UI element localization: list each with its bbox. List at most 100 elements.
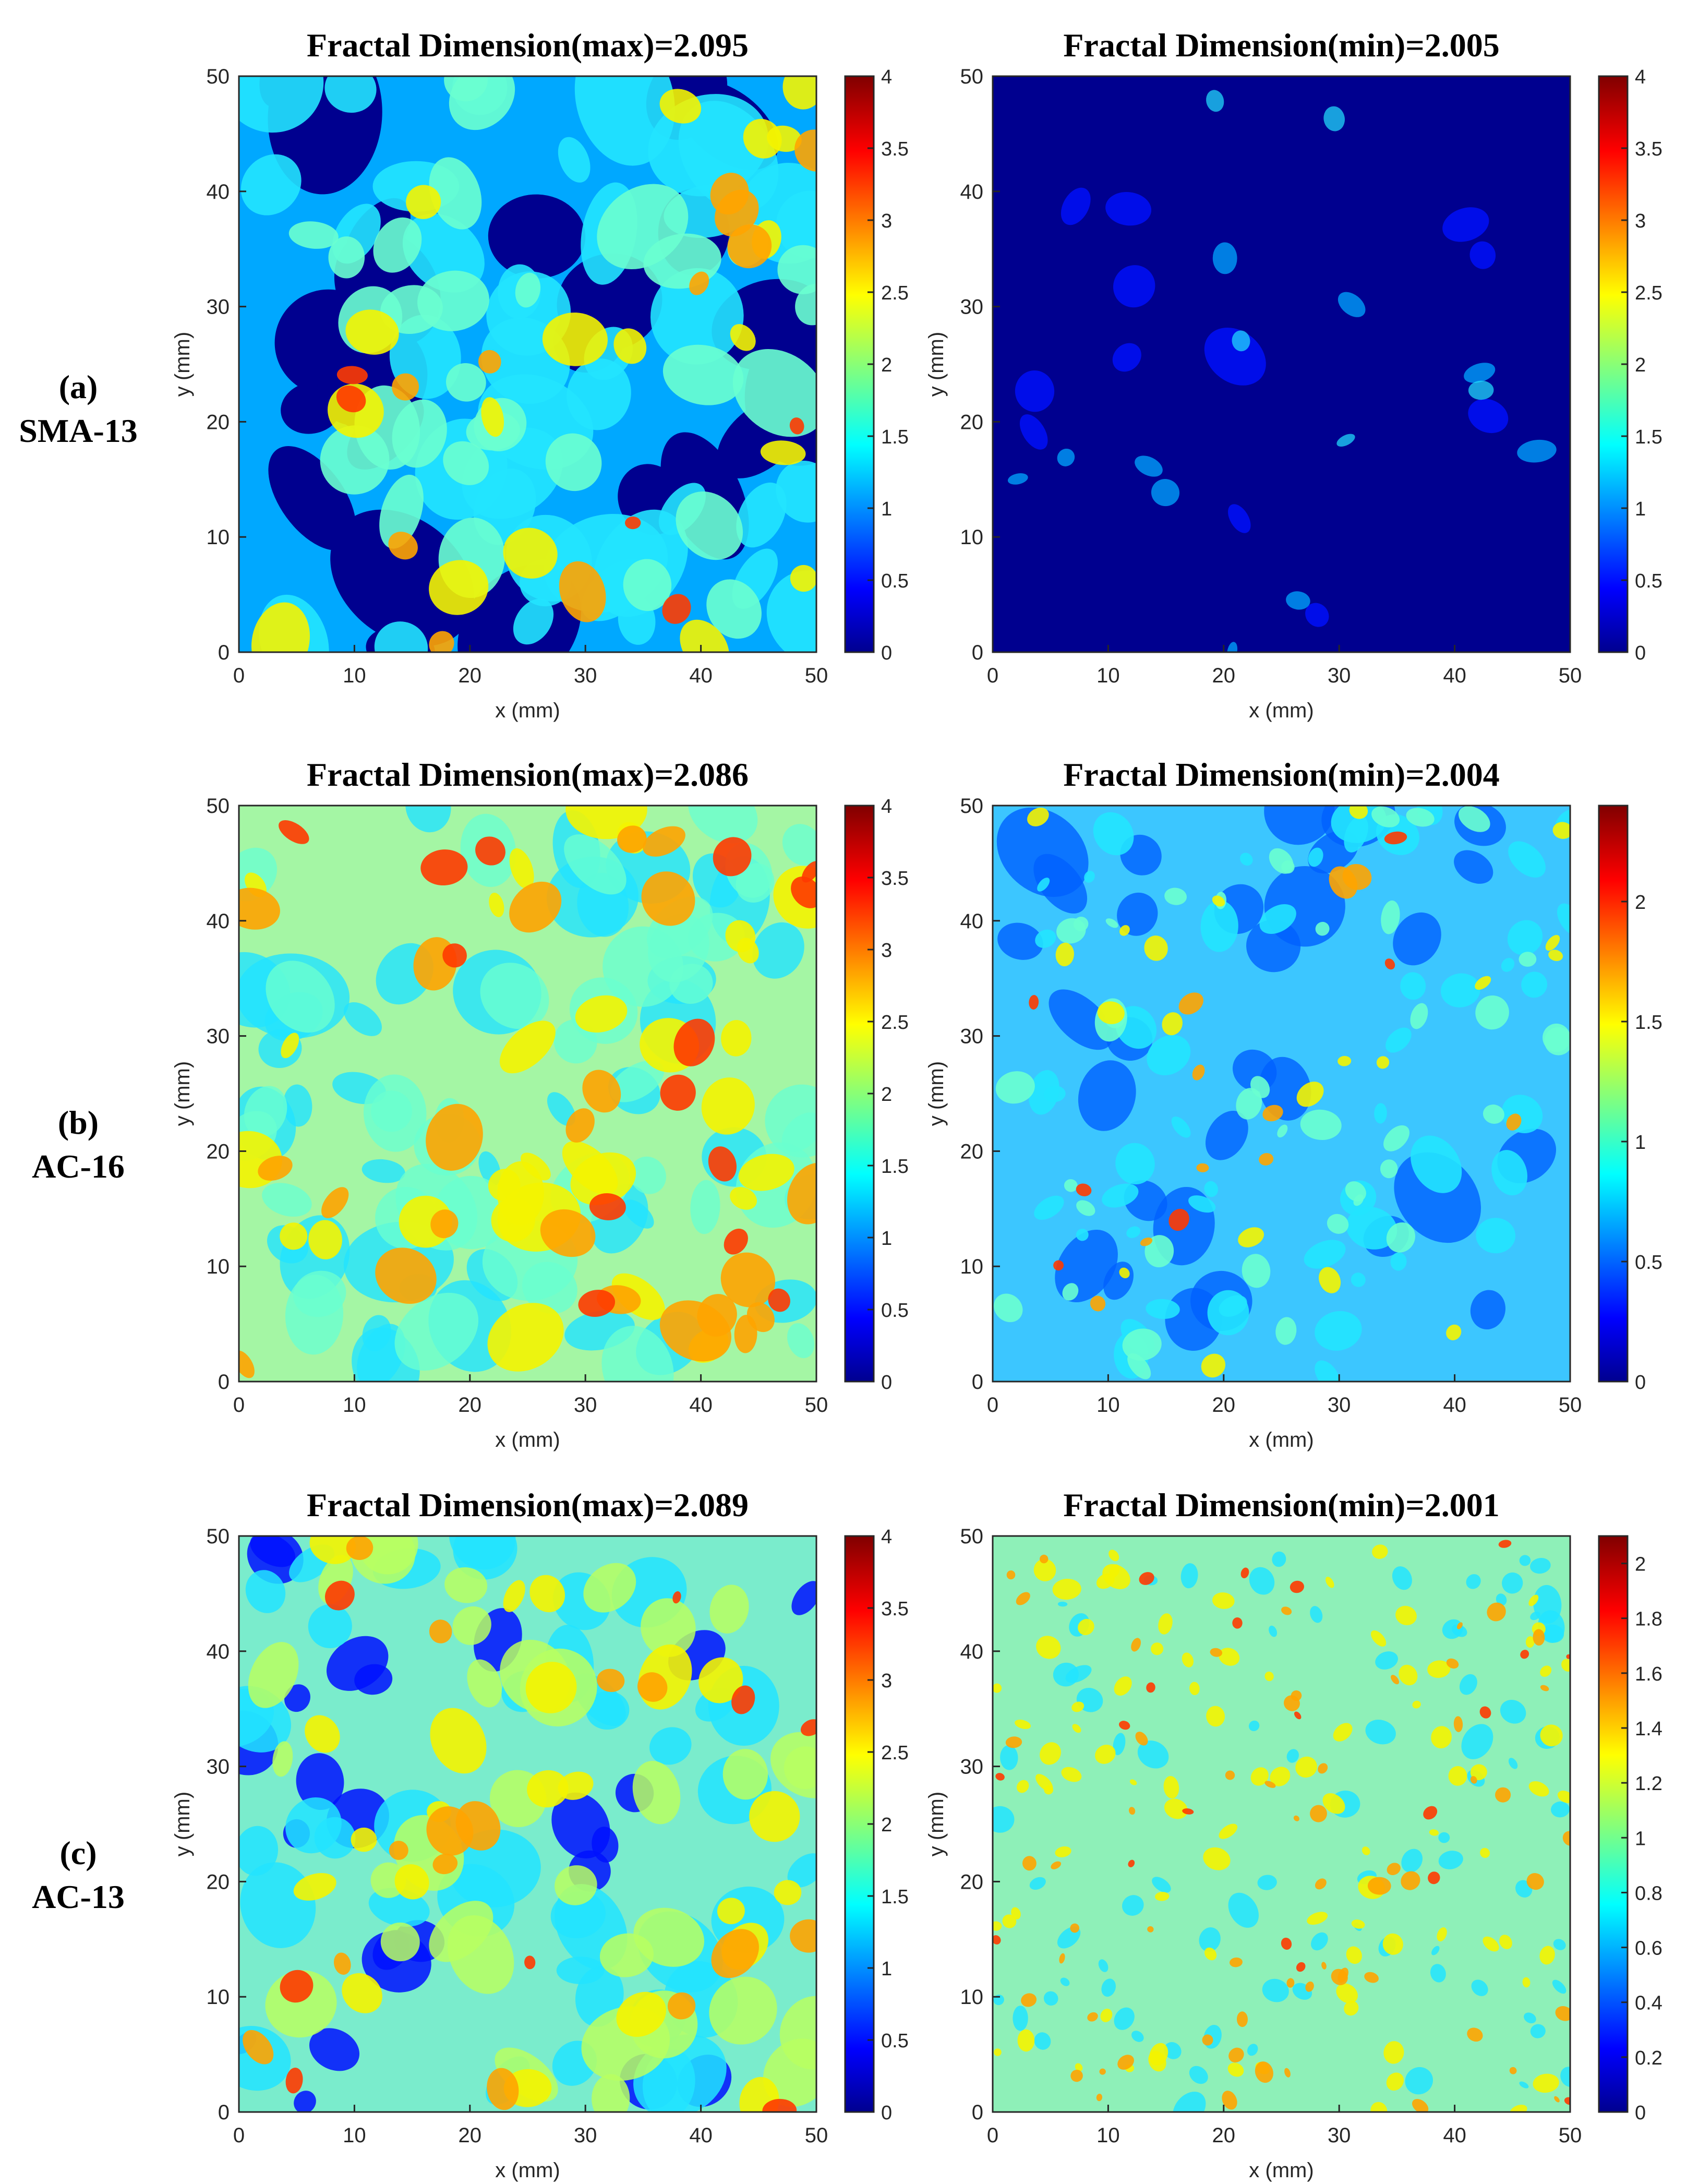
heatmap-blob xyxy=(1203,1847,1231,1870)
heatmap-blob xyxy=(1346,1207,1397,1250)
heatmap-blob xyxy=(1554,2096,1560,2103)
heatmap-blob xyxy=(1370,1630,1387,1647)
x-tick-label: 10 xyxy=(1096,1394,1120,1417)
heatmap-blob xyxy=(1392,1566,1412,1590)
x-tick-label: 10 xyxy=(1096,2124,1120,2147)
heatmap-blob xyxy=(737,938,759,964)
heatmap-blob xyxy=(1351,1273,1366,1287)
heatmap-blob xyxy=(1204,1947,1217,1961)
heatmap-blob xyxy=(1461,1724,1493,1759)
heatmap-blob xyxy=(1521,971,1548,998)
heatmap-blob xyxy=(1519,2081,1529,2089)
heatmap-blob xyxy=(1459,1674,1477,1695)
heatmap-blob xyxy=(1108,1550,1119,1562)
heatmap-blob xyxy=(1294,1711,1302,1720)
panel-title: Fractal Dimension(max)=2.089 xyxy=(307,1486,749,1523)
heatmap-blob xyxy=(362,1159,405,1183)
heatmap-blob xyxy=(1284,2068,1291,2078)
heatmap-blob xyxy=(1196,1163,1209,1172)
heatmap-blob xyxy=(743,118,782,159)
colorbar-tick-label: 0.5 xyxy=(881,1300,909,1322)
x-axis-label: x (mm) xyxy=(495,2159,560,2182)
heatmap-blob xyxy=(1147,1035,1191,1075)
heatmap-blob xyxy=(1087,2012,1098,2022)
heatmap-blob xyxy=(392,373,419,401)
heatmap-blob xyxy=(1383,1125,1409,1151)
heatmap-blob xyxy=(730,324,756,351)
heatmap-blob xyxy=(1406,808,1435,827)
heatmap-blob xyxy=(462,427,563,519)
heatmap-blob xyxy=(1318,1763,1328,1774)
heatmap-blob xyxy=(630,1156,666,1194)
y-axis-label: y (mm) xyxy=(171,1792,194,1856)
colorbar: 0 0.5 1 1.5 2 xyxy=(1598,805,1662,1394)
heatmap-blob xyxy=(324,1580,355,1611)
heatmap-image xyxy=(993,1536,1570,2112)
heatmap-blob xyxy=(444,1567,488,1603)
heatmap-blob xyxy=(1270,1767,1291,1786)
y-tick-label: 40 xyxy=(207,910,230,933)
heatmap-blob xyxy=(452,1606,491,1645)
heatmap-blob xyxy=(997,922,1043,960)
heatmap-blob xyxy=(662,594,691,624)
heatmap-blob xyxy=(305,1715,340,1753)
heatmap-blob xyxy=(662,344,744,405)
heatmap-blob xyxy=(680,619,729,652)
x-tick-label: 30 xyxy=(1328,664,1351,687)
heatmap-blob xyxy=(1323,106,1345,131)
heatmap-blob xyxy=(1386,2072,1404,2091)
heatmap-blob xyxy=(1144,1235,1174,1268)
x-tick-label: 0 xyxy=(233,1394,245,1417)
heatmap-blob xyxy=(1255,2061,1273,2083)
heatmap-blob xyxy=(1284,1695,1300,1711)
heatmap-blob xyxy=(641,871,695,926)
x-tick-label: 0 xyxy=(233,2124,245,2147)
y-tick-label: 20 xyxy=(207,411,230,434)
heatmap-blob xyxy=(1383,2041,1404,2064)
heatmap-blob xyxy=(1380,1159,1398,1179)
heatmap-blob xyxy=(250,1536,296,1567)
heatmap-blob xyxy=(789,417,804,435)
heatmap-blob xyxy=(1337,1055,1352,1066)
heatmap-blob xyxy=(1148,2051,1166,2072)
heatmap-blob xyxy=(346,1536,373,1561)
x-tick-label: 30 xyxy=(1328,2124,1351,2147)
heatmap-blob xyxy=(1382,1933,1403,1955)
y-axis-label: y (mm) xyxy=(925,332,948,397)
heatmap-blob xyxy=(426,1806,474,1856)
x-tick-label: 10 xyxy=(343,664,366,687)
heatmap-blob xyxy=(558,137,591,183)
heatmap-blob xyxy=(1384,831,1407,845)
row-label-a-name: SMA-13 xyxy=(19,412,138,449)
colorbar-tick-label: 1.2 xyxy=(1635,1773,1662,1795)
heatmap-blob xyxy=(1438,1851,1463,1869)
heatmap-blob xyxy=(1337,292,1366,317)
heatmap-blob xyxy=(1096,1573,1115,1589)
y-tick-label: 50 xyxy=(207,65,230,88)
heatmap-blob xyxy=(499,1021,556,1074)
heatmap-blob xyxy=(1232,1617,1243,1629)
heatmap-blob xyxy=(1222,2091,1237,2110)
colorbar-tick-label: 0 xyxy=(881,1372,892,1394)
heatmap-blob xyxy=(1182,1808,1194,1815)
heatmap-blob xyxy=(262,1183,312,1217)
heatmap-blob xyxy=(1017,1780,1029,1793)
heatmap-blob xyxy=(1180,1563,1198,1589)
heatmap-blob xyxy=(1247,2044,1258,2056)
heatmap-blob xyxy=(794,129,816,172)
heatmap-blob xyxy=(1522,1977,1531,1988)
heatmap-blob xyxy=(1115,1143,1155,1185)
y-axis-label: y (mm) xyxy=(925,1061,948,1126)
heatmap-blob xyxy=(1105,918,1118,928)
heatmap-blob xyxy=(293,1873,336,1901)
heatmap-blob xyxy=(1189,2066,1208,2084)
heatmap-blob xyxy=(1351,1919,1365,1929)
heatmap-blob xyxy=(1114,2007,1135,2030)
heatmap-blob xyxy=(1151,479,1180,507)
heatmap-blob xyxy=(239,952,291,1028)
colorbar-tick-label: 1.5 xyxy=(1635,426,1662,448)
heatmap-blob xyxy=(1099,2068,1106,2075)
x-tick-label: 40 xyxy=(689,664,713,687)
